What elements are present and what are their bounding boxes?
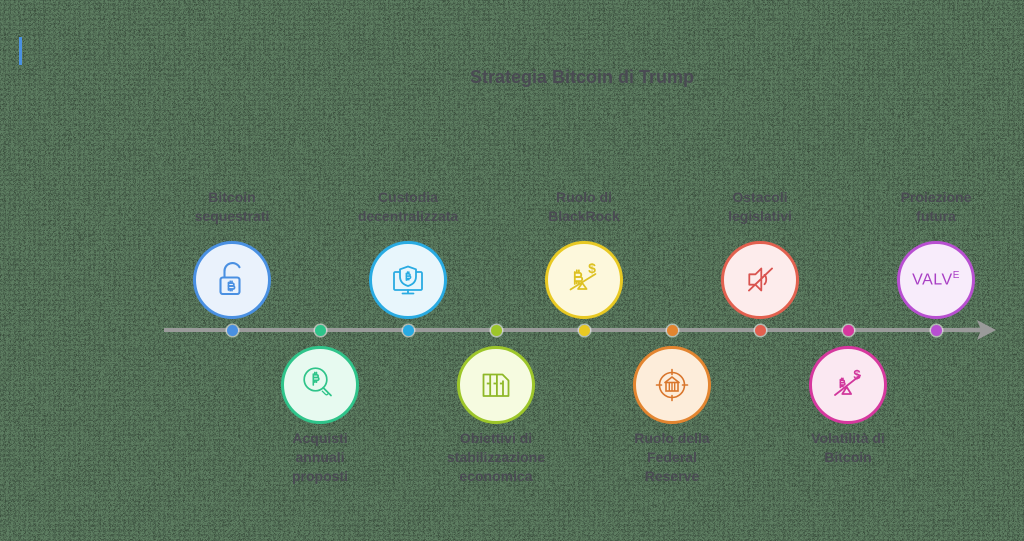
svg-text:$: $ bbox=[588, 260, 596, 276]
svg-text:$: $ bbox=[853, 367, 861, 382]
